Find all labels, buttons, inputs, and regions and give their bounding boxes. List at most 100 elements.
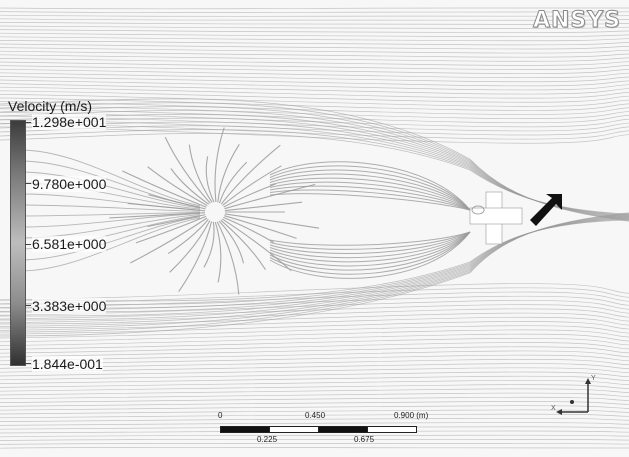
streamline xyxy=(223,183,276,208)
streamline xyxy=(0,65,629,74)
ansys-logo: ANSYS xyxy=(532,8,621,34)
legend-value: 9.780e+000 xyxy=(32,176,107,192)
streamline xyxy=(0,11,629,13)
streamline xyxy=(0,25,629,29)
streamline xyxy=(0,417,629,422)
streamline xyxy=(0,405,629,411)
streamline xyxy=(147,166,208,207)
streamline xyxy=(0,50,629,58)
flow-direction-arrow-icon xyxy=(530,194,562,226)
streamline xyxy=(0,54,629,62)
streamline xyxy=(0,384,629,392)
streamline xyxy=(0,36,629,42)
streamline xyxy=(0,94,629,107)
streamline xyxy=(0,18,629,21)
streamline xyxy=(19,213,201,228)
streamline xyxy=(0,342,629,354)
legend-tick xyxy=(25,183,31,184)
streamline xyxy=(0,422,629,426)
axis-triad-icon: Y X xyxy=(551,375,596,415)
streamline xyxy=(19,193,201,211)
streamline xyxy=(0,346,629,358)
streamline xyxy=(0,115,629,132)
streamline xyxy=(0,350,629,362)
scale-label-0-225: 0.225 xyxy=(257,435,278,444)
streamline xyxy=(218,161,248,204)
streamline xyxy=(0,367,629,377)
streamline xyxy=(269,173,471,211)
streamline xyxy=(471,205,485,215)
streamline xyxy=(0,97,629,111)
streamline xyxy=(269,185,471,211)
streamline xyxy=(0,218,629,305)
streamline xyxy=(0,388,629,396)
streamline xyxy=(216,221,240,295)
streamline xyxy=(19,171,201,209)
streamline xyxy=(0,129,629,216)
streamline xyxy=(135,215,207,244)
streamline xyxy=(0,218,629,309)
streamline xyxy=(0,359,629,369)
streamline xyxy=(0,375,629,384)
streamline xyxy=(0,304,629,320)
streamline xyxy=(224,183,316,210)
legend-value: 3.383e+000 xyxy=(32,298,107,314)
streamline xyxy=(0,401,629,407)
legend-tick xyxy=(25,305,31,306)
streamline xyxy=(0,132,629,215)
streamline xyxy=(0,43,629,50)
streamline xyxy=(19,211,201,217)
streamline xyxy=(0,101,629,115)
streamline xyxy=(0,413,629,419)
streamline xyxy=(224,201,303,212)
streamline xyxy=(0,22,629,25)
streamline xyxy=(19,216,201,261)
streamline xyxy=(0,68,629,79)
streamline xyxy=(0,371,629,381)
streamline xyxy=(214,221,222,283)
streamline xyxy=(0,312,629,327)
streamline xyxy=(269,161,471,211)
streamline xyxy=(0,325,629,339)
streamline xyxy=(269,181,471,211)
streamline xyxy=(19,160,201,208)
axis-x-label: X xyxy=(551,405,556,412)
streamline xyxy=(0,329,629,343)
scale-segment xyxy=(318,426,368,433)
legend-value-min: 1.844e-001 xyxy=(32,356,103,372)
streamline xyxy=(0,72,629,83)
streamline xyxy=(122,170,207,208)
streamline xyxy=(269,231,471,279)
streamline xyxy=(269,177,471,211)
streamline xyxy=(0,396,629,403)
streamline xyxy=(0,337,629,350)
streamline xyxy=(0,291,629,308)
streamline xyxy=(0,363,629,373)
legend-title: Velocity (m/s) xyxy=(8,98,93,114)
streamline xyxy=(147,214,206,228)
streamline xyxy=(0,32,629,38)
streamline xyxy=(164,136,211,204)
streamline xyxy=(0,212,629,337)
streamline xyxy=(19,149,201,207)
streamline xyxy=(0,308,629,324)
streamline xyxy=(0,283,629,301)
streamline xyxy=(0,7,629,10)
streamline xyxy=(0,380,629,388)
streamline xyxy=(0,119,629,136)
scale-label-0-675: 0.675 xyxy=(354,435,375,444)
streamline xyxy=(269,165,471,211)
streamline xyxy=(19,217,201,272)
streamline xyxy=(0,409,629,415)
streamline xyxy=(221,218,292,272)
streamline xyxy=(205,156,215,203)
streamline xyxy=(0,126,629,144)
streamline xyxy=(0,76,629,87)
streamline xyxy=(224,213,320,229)
streamline xyxy=(0,442,629,445)
scale-segment xyxy=(367,426,417,433)
streamline xyxy=(269,231,471,246)
streamline xyxy=(269,231,471,275)
streamline xyxy=(130,217,208,264)
